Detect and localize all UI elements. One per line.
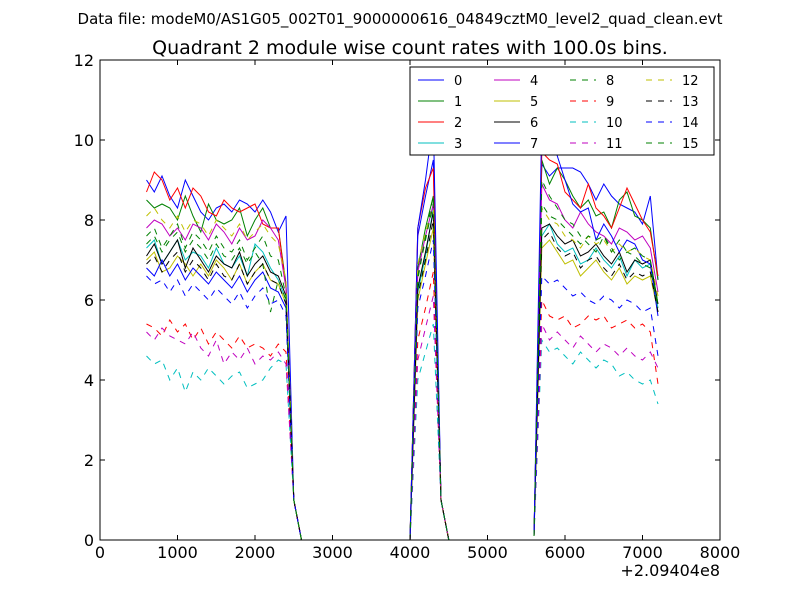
series-line-10 — [146, 355, 302, 540]
legend-label-4: 4 — [530, 74, 538, 89]
series-line-9 — [533, 299, 659, 537]
legend-label-10: 10 — [606, 116, 623, 131]
series-line-8 — [533, 179, 659, 537]
legend-label-5: 5 — [530, 95, 538, 110]
legend-label-13: 13 — [682, 95, 699, 110]
series-line-9 — [146, 318, 302, 540]
series-line-10 — [409, 323, 457, 540]
legend-label-9: 9 — [606, 95, 614, 110]
series-line-15 — [146, 222, 302, 540]
legend-label-3: 3 — [454, 137, 462, 152]
x-tick-label: 7000 — [622, 543, 663, 562]
plot-area — [99, 59, 721, 541]
y-tick-label: 12 — [74, 51, 94, 70]
chart-title: Quadrant 2 module wise count rates with … — [152, 37, 668, 59]
series-line-13 — [409, 219, 457, 540]
x-tick-label: 2000 — [235, 543, 276, 562]
series-line-6 — [146, 238, 302, 540]
series-line-4 — [533, 183, 659, 537]
series-line-15 — [409, 203, 457, 540]
x-tick-label: 1000 — [157, 543, 198, 562]
series-line-15 — [533, 202, 659, 537]
series-line-12 — [146, 207, 302, 540]
x-offset-label: +2.09404e8 — [620, 561, 720, 580]
x-tick-label: 8000 — [700, 543, 741, 562]
x-tick-label: 4000 — [390, 543, 431, 562]
x-tick-label: 0 — [95, 543, 105, 562]
series-line-12 — [533, 206, 659, 537]
series-line-14 — [146, 275, 302, 540]
series-line-14 — [409, 239, 457, 540]
series-line-9 — [409, 271, 457, 540]
series-line-1 — [533, 159, 659, 537]
y-tick-label: 2 — [84, 451, 94, 470]
series-line-14 — [533, 274, 659, 537]
legend-label-15: 15 — [682, 137, 699, 152]
series-line-2 — [146, 171, 302, 540]
y-tick-label: 4 — [84, 371, 94, 390]
suptitle: Data file: modeM0/AS1G05_002T01_90000006… — [78, 10, 723, 29]
series-line-0 — [146, 174, 302, 540]
legend-label-6: 6 — [530, 116, 538, 131]
series-line-0 — [533, 162, 659, 537]
x-tick-label: 3000 — [312, 543, 353, 562]
series-line-11 — [409, 295, 457, 540]
y-tick-label: 8 — [84, 211, 94, 230]
series-line-11 — [146, 327, 302, 540]
legend-box — [409, 66, 715, 156]
series-line-10 — [533, 338, 659, 537]
legend-label-0: 0 — [454, 74, 462, 89]
x-tick-label: 6000 — [545, 543, 586, 562]
legend-label-14: 14 — [682, 116, 699, 131]
y-tick-label: 10 — [74, 131, 94, 150]
series-line-2 — [533, 150, 659, 537]
series-line-4 — [146, 219, 302, 540]
legend-label-8: 8 — [606, 74, 614, 89]
series-line-1 — [409, 195, 457, 540]
series-line-12 — [409, 207, 457, 540]
series-line-5 — [533, 239, 659, 537]
legend-label-1: 1 — [454, 95, 462, 110]
series-line-7 — [146, 258, 302, 540]
x-tick-label: 5000 — [467, 543, 508, 562]
legend-label-7: 7 — [530, 137, 538, 152]
y-tick-label: 6 — [84, 291, 94, 310]
series-line-3 — [533, 222, 659, 537]
y-tick-label: 0 — [84, 531, 94, 550]
series-group — [146, 119, 659, 540]
legend-label-12: 12 — [682, 74, 699, 89]
x-axis: 0 1000 2000 3000 4000 5000 6000 7000 8000 — [95, 60, 740, 562]
series-line-13 — [146, 251, 302, 540]
legend-label-2: 2 — [454, 116, 462, 131]
legend-label-11: 11 — [606, 137, 623, 152]
series-line-8 — [146, 231, 302, 540]
